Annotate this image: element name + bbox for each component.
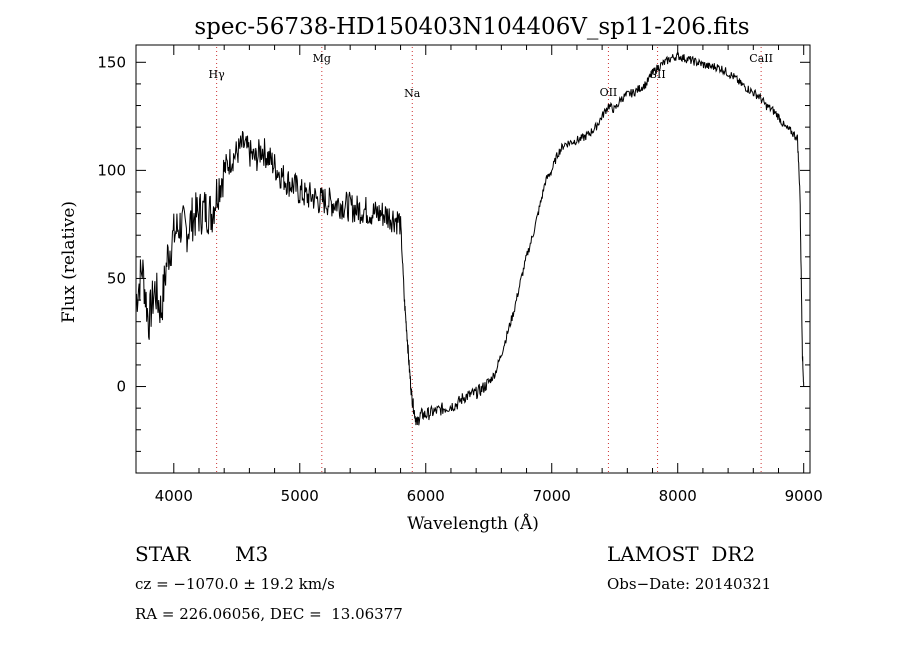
x-axis-label: Wavelength (Å) [407,513,539,534]
coordinates-text: RA = 226.06056, DEC = 13.06377 [135,605,403,623]
velocity-text: cz = −1070.0 ± 19.2 km/s [135,575,335,593]
spectral-line-label: Mg [313,52,331,65]
object-subclass: M3 [235,542,269,566]
x-tick-label: 8000 [659,487,697,505]
x-tick-label: 6000 [407,487,445,505]
obs-date-text: Obs−Date: 20140321 [607,575,772,593]
spectral-line-label: Na [404,87,421,100]
spectral-line-label: OII [600,86,618,99]
spectral-line-label: Hγ [209,68,226,81]
y-tick-label: 100 [97,161,126,179]
plot-frame [135,44,811,474]
object-type: STAR [135,542,191,566]
chart-title: spec-56738-HD150403N104406V_sp11-206.fit… [194,14,749,40]
y-tick-label: 150 [97,53,126,71]
x-tick-label: 7000 [533,487,571,505]
y-axis-label: Flux (relative) [59,201,79,323]
survey-label: LAMOST DR2 [607,542,756,566]
y-tick-label: 50 [107,269,126,287]
spectral-line-label: CaII [749,52,773,65]
x-tick-label: 5000 [281,487,319,505]
spectrum-line [135,51,805,426]
y-tick-label: 0 [116,378,126,396]
x-tick-label: 9000 [785,487,823,505]
x-tick-label: 4000 [155,487,193,505]
